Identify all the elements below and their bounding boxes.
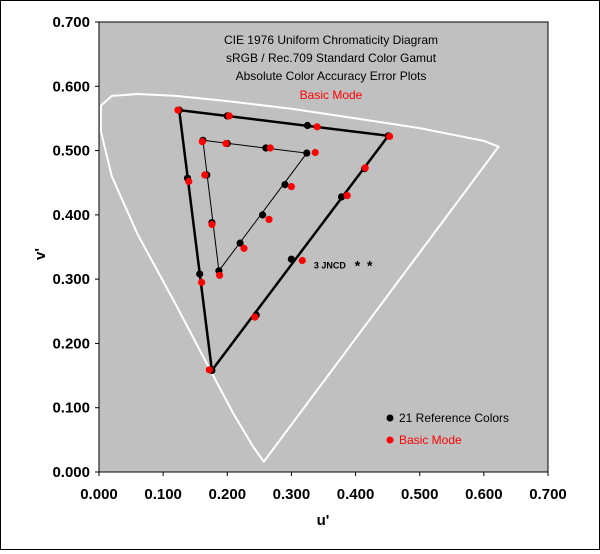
chart-subtitle: Basic Mode: [300, 88, 363, 102]
x-tick-label: 0.000: [80, 486, 118, 503]
plot-area: [98, 21, 549, 473]
legend-label-reference: 21 Reference Colors: [399, 411, 509, 425]
reference-point: [303, 149, 311, 157]
y-tick-label: 0.400: [52, 207, 90, 224]
reference-point: [303, 121, 312, 130]
reference-point: [236, 239, 244, 247]
reference-point: [337, 193, 346, 201]
chart-title-line-2: sRGB / Rec.709 Standard Color Gamut: [226, 51, 437, 65]
axis-layer: 0.000 0.100 0.200 0.300 0.400 0.500 0.600 0.700…: [52, 14, 566, 503]
measured-point: [313, 123, 321, 131]
measured-point: [216, 271, 224, 279]
reference-point: [281, 181, 289, 189]
spectral-locus: [99, 93, 500, 463]
measured-point: [266, 144, 274, 152]
x-tick-label: 0.500: [401, 486, 439, 503]
measured-point: [225, 112, 233, 120]
measured-point: [205, 366, 213, 374]
reference-point: [196, 270, 204, 278]
y-tick-label: 0.000: [52, 464, 90, 481]
legend-marker-reference: [386, 414, 394, 422]
x-tick-label: 0.200: [209, 486, 247, 503]
y-tick-label: 0.500: [52, 143, 90, 160]
x-tick-label: 0.700: [529, 486, 567, 503]
measured-point: [208, 220, 216, 229]
x-tick-label: 0.100: [144, 486, 182, 503]
chart-title-line-1: CIE 1976 Uniform Chromaticity Diagram: [224, 33, 438, 47]
x-tick-label: 0.600: [465, 486, 503, 503]
y-tick-label: 0.700: [52, 14, 90, 31]
spectral-locus-layer: [99, 93, 500, 463]
y-axis-label: v': [32, 248, 49, 260]
points-layer: [174, 106, 394, 374]
outer-gamut-triangle: [177, 108, 391, 374]
measured-point: [287, 183, 295, 191]
measured-point: [361, 164, 369, 172]
measured-point: [198, 278, 206, 286]
jncd-annotation: 3 JNCD: [314, 260, 347, 270]
x-axis-label: u': [317, 512, 330, 529]
reference-point: [259, 211, 267, 219]
jncd-marker: *: [355, 257, 361, 273]
measured-point: [201, 171, 209, 179]
measured-point: [251, 313, 259, 321]
legend-marker-measured: [386, 436, 394, 444]
measured-point: [240, 244, 248, 252]
measured-point: [185, 177, 193, 185]
chart-title-block: CIE 1976 Uniform Chromaticity Diagram sR…: [224, 33, 438, 102]
measured-point: [298, 256, 306, 265]
y-tick-label: 0.300: [52, 271, 90, 288]
reference-point: [287, 255, 295, 263]
legend: 21 Reference Colors Basic Mode: [386, 411, 509, 447]
legend-label-measured: Basic Mode: [399, 433, 462, 447]
measured-point: [343, 192, 351, 200]
measured-point: [265, 215, 273, 223]
measured-point: [174, 106, 182, 114]
measured-point: [311, 148, 319, 157]
measured-point: [222, 139, 230, 148]
measured-point: [198, 138, 206, 146]
y-tick-label: 0.600: [52, 78, 90, 95]
jncd-marker: *: [367, 257, 373, 273]
chart-title-line-3: Absolute Color Accuracy Error Plots: [236, 69, 427, 83]
x-tick-label: 0.400: [337, 486, 375, 503]
y-tick-label: 0.100: [52, 400, 90, 417]
y-tick-label: 0.200: [52, 335, 90, 352]
x-tick-label: 0.300: [273, 486, 311, 503]
measured-point: [386, 132, 394, 140]
